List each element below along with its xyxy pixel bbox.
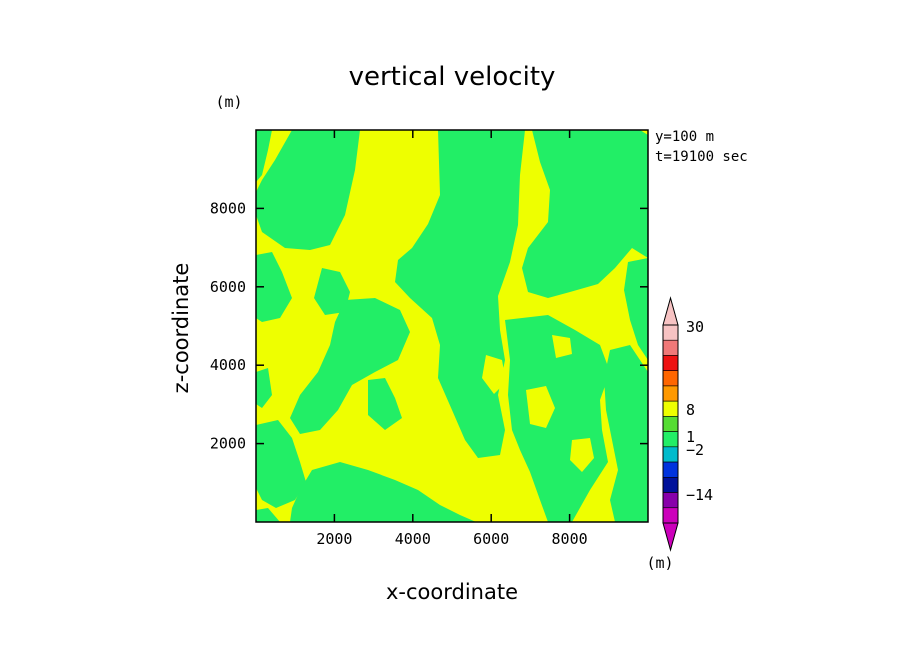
colorbar-segment — [662, 446, 679, 463]
colorbar-segment — [662, 492, 679, 509]
colorbar-segment — [662, 324, 679, 341]
contour-region — [604, 345, 648, 522]
x-tick-label: 4000 — [395, 530, 431, 548]
y-unit-label: (m) — [215, 93, 242, 111]
colorbar-segment — [662, 477, 679, 493]
y-axis-ticks: 2000 4000 6000 8000 — [210, 199, 648, 453]
colorbar-segment — [662, 461, 679, 478]
colorbar-top-arrow — [662, 296, 679, 326]
y-tick-label: 8000 — [210, 199, 246, 217]
contour-region — [526, 386, 555, 428]
colorbar-segment — [662, 355, 679, 371]
y-tick-label: 2000 — [210, 435, 246, 453]
contour-region — [505, 315, 610, 522]
contour-region — [552, 335, 572, 358]
contour-region — [290, 462, 476, 522]
contour-region — [438, 262, 480, 338]
colorbar: 30 8 1−2 −14 — [662, 296, 713, 552]
contour-region — [368, 378, 402, 430]
contour-region — [570, 438, 594, 472]
contour-region — [314, 268, 350, 315]
colorbar-segment — [662, 400, 679, 417]
chart-title: vertical velocity — [349, 62, 556, 92]
plot-frame — [255, 129, 649, 523]
colorbar-segment — [662, 431, 679, 448]
positive-velocity-regions — [384, 335, 594, 472]
contour-region — [256, 252, 292, 322]
contour-region — [256, 420, 306, 508]
colorbar-label: 1 — [686, 428, 695, 446]
contour-region — [624, 258, 648, 360]
colorbar-label: 30 — [686, 318, 704, 336]
y-tick-label: 6000 — [210, 278, 246, 296]
contour-region — [256, 130, 360, 250]
x-tick-label: 2000 — [316, 530, 352, 548]
contour-region — [290, 298, 410, 434]
contour-region — [482, 355, 506, 394]
colorbar-segment — [662, 370, 679, 387]
x-axis-label: x-coordinate — [386, 580, 518, 604]
colorbar-label: 8 — [686, 401, 695, 419]
x-tick-label: 6000 — [473, 530, 509, 548]
contour-region — [256, 368, 272, 408]
colorbar-frame — [662, 324, 679, 524]
colorbar-segment — [662, 339, 679, 356]
contour-region — [256, 508, 280, 522]
colorbar-label: −2 — [686, 441, 704, 459]
colorbar-unit-label: (m) — [646, 554, 673, 572]
colorbar-segment — [662, 416, 679, 432]
y-axis-label: z-coordinate — [169, 263, 193, 394]
negative-velocity-regions — [256, 130, 648, 522]
time-annotation: t=19100 sec — [655, 149, 748, 165]
contour-region — [522, 130, 648, 298]
colorbar-segment — [662, 507, 679, 524]
x-axis-ticks: 2000 4000 6000 8000 — [316, 130, 588, 548]
contour-region — [384, 436, 406, 468]
colorbar-label: −14 — [686, 486, 713, 504]
x-tick-label: 8000 — [552, 530, 588, 548]
colorbar-segment — [662, 385, 679, 402]
colorbar-bottom-arrow — [662, 522, 679, 552]
y-position-annotation: y=100 m — [655, 129, 714, 145]
contour-region — [256, 130, 272, 182]
plot-area: 2000 4000 6000 8000 2000 4000 6000 8000 — [210, 129, 649, 548]
y-tick-label: 4000 — [210, 356, 246, 374]
